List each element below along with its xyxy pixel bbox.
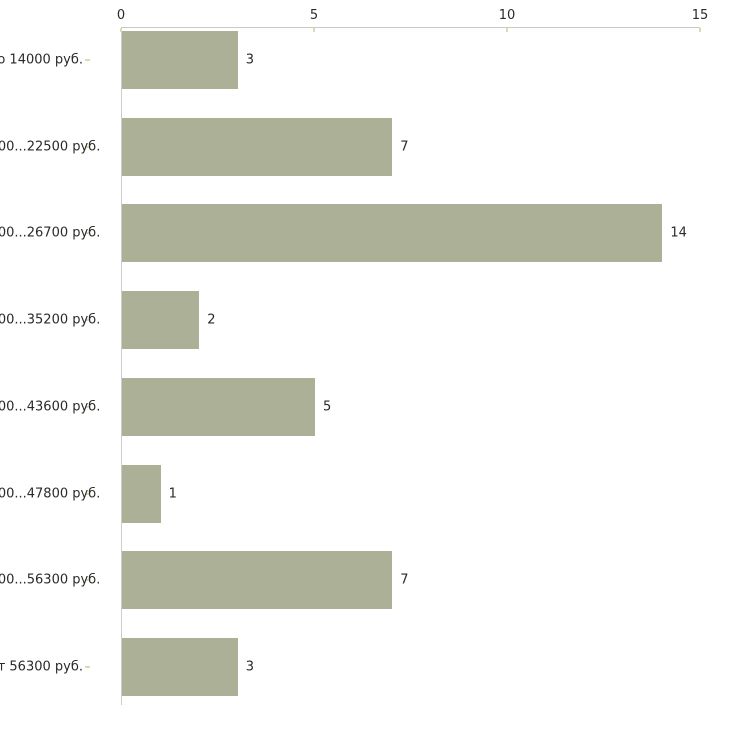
bar-row: 2 30900...35200 руб. [0, 291, 700, 350]
bar-row: 3 до 14000 руб. [0, 31, 700, 89]
category-label: 30900...35200 руб. [0, 312, 100, 328]
value-label: 2 [207, 312, 216, 328]
x-tick-mark [313, 28, 315, 32]
value-label: 3 [245, 659, 255, 675]
bar [122, 117, 393, 176]
bar [122, 204, 663, 263]
category-tick-mark [85, 405, 90, 408]
category-label: до 14000 руб. [0, 52, 83, 68]
x-tick-label: 5 [309, 8, 319, 23]
bar [122, 637, 238, 696]
bar [122, 291, 200, 350]
category-label: от 56300 руб. [0, 659, 83, 675]
category-label: 22500...26700 руб. [0, 225, 100, 241]
value-label: 14 [670, 225, 687, 241]
category-label: 18300...22500 руб. [0, 139, 100, 155]
bar-row: 7 52000...56300 руб. [0, 551, 700, 610]
value-label: 3 [245, 52, 255, 68]
value-label: 5 [323, 399, 332, 415]
bar [122, 31, 238, 89]
category-tick-mark [85, 665, 90, 668]
x-tick-mark [120, 28, 122, 32]
bar-row: 5 39400...43600 руб. [0, 377, 700, 436]
x-tick-label: 15 [691, 8, 709, 23]
x-tick-label: 10 [498, 8, 516, 23]
value-label: 7 [400, 139, 409, 155]
x-tick-label: 0 [116, 8, 126, 23]
bar-row: 1 43600...47800 руб. [0, 464, 700, 523]
category-tick-mark [85, 319, 90, 322]
category-label: 52000...56300 руб. [0, 572, 100, 588]
bar [122, 464, 161, 523]
category-tick-mark [85, 492, 90, 495]
category-label: 43600...47800 руб. [0, 486, 100, 502]
category-tick-mark [85, 232, 90, 235]
value-label: 1 [168, 486, 177, 502]
category-tick-mark [85, 59, 90, 61]
bar-row: 14 22500...26700 руб. [0, 204, 700, 263]
x-axis-line [121, 27, 700, 28]
bar-row: 3 от 56300 руб. [0, 637, 700, 696]
y-axis-line [121, 27, 122, 705]
bar [122, 377, 315, 436]
bar-row: 7 18300...22500 руб. [0, 117, 700, 176]
bar [122, 551, 393, 610]
category-tick-mark [85, 145, 90, 148]
category-tick-mark [85, 579, 90, 582]
category-label: 39400...43600 руб. [0, 399, 100, 415]
x-tick-mark [699, 28, 701, 32]
x-tick-mark [506, 28, 508, 32]
value-label: 7 [400, 572, 409, 588]
